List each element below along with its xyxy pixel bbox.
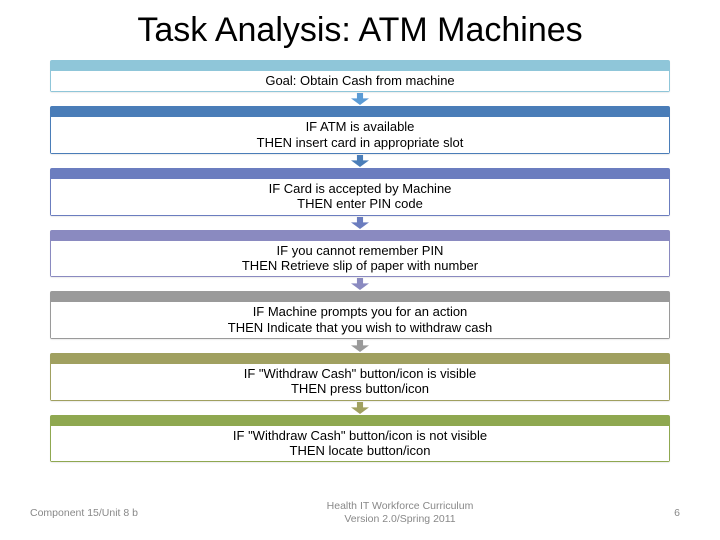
slide-title: Task Analysis: ATM Machines — [0, 0, 720, 56]
down-arrow-icon — [351, 93, 369, 105]
flow-step-bar — [51, 61, 669, 71]
flow-step-if: IF ATM is available — [57, 119, 663, 134]
flow-step-box: IF ATM is availableTHEN insert card in a… — [50, 106, 670, 154]
flow-step-text: IF ATM is availableTHEN insert card in a… — [51, 117, 669, 153]
flow-step-if: IF Machine prompts you for an action — [57, 304, 663, 319]
flow-step-bar — [51, 107, 669, 117]
flow-step-then: THEN Indicate that you wish to withdraw … — [57, 320, 663, 335]
flow-step-then: THEN insert card in appropriate slot — [57, 135, 663, 150]
flow-step-bar — [51, 231, 669, 241]
footer-page-number: 6 — [630, 507, 680, 519]
flow-step-bar — [51, 354, 669, 364]
slide: Task Analysis: ATM Machines Goal: Obtain… — [0, 0, 720, 540]
flow-step-box: IF "Withdraw Cash" button/icon is not vi… — [50, 415, 670, 463]
footer: Component 15/Unit 8 b Health IT Workforc… — [0, 500, 720, 526]
flow-step-box: IF Card is accepted by MachineTHEN enter… — [50, 168, 670, 216]
flow-step-if: IF "Withdraw Cash" button/icon is not vi… — [57, 428, 663, 443]
flow-step: IF "Withdraw Cash" button/icon is not vi… — [50, 415, 670, 463]
footer-center-line2: Version 2.0/Spring 2011 — [170, 513, 630, 526]
flow-step-text: Goal: Obtain Cash from machine — [51, 71, 669, 91]
flow-step-bar — [51, 169, 669, 179]
flow-step-text: IF Machine prompts you for an actionTHEN… — [51, 302, 669, 338]
flow-step-box: Goal: Obtain Cash from machine — [50, 60, 670, 92]
flow-step-then: THEN locate button/icon — [57, 443, 663, 458]
footer-center-line1: Health IT Workforce Curriculum — [170, 500, 630, 513]
flow-step-then: THEN press button/icon — [57, 381, 663, 396]
flow-step-text: IF Card is accepted by MachineTHEN enter… — [51, 179, 669, 215]
flow-step-box: IF Machine prompts you for an actionTHEN… — [50, 291, 670, 339]
flow-step-then: THEN Retrieve slip of paper with number — [57, 258, 663, 273]
flow-step: IF "Withdraw Cash" button/icon is visibl… — [50, 353, 670, 415]
flowchart: Goal: Obtain Cash from machine IF ATM is … — [50, 60, 670, 462]
flow-step: IF ATM is availableTHEN insert card in a… — [50, 106, 670, 168]
down-arrow-icon — [351, 155, 369, 167]
down-arrow-icon — [351, 340, 369, 352]
flow-step-if: IF Card is accepted by Machine — [57, 181, 663, 196]
flow-step-bar — [51, 416, 669, 426]
flow-step: Goal: Obtain Cash from machine — [50, 60, 670, 106]
flow-step-if: Goal: Obtain Cash from machine — [57, 73, 663, 88]
down-arrow-icon — [351, 217, 369, 229]
down-arrow-icon — [351, 402, 369, 414]
footer-left: Component 15/Unit 8 b — [30, 507, 170, 519]
flow-step-text: IF you cannot remember PINTHEN Retrieve … — [51, 241, 669, 277]
flow-step: IF Machine prompts you for an actionTHEN… — [50, 291, 670, 353]
flow-step-if: IF "Withdraw Cash" button/icon is visibl… — [57, 366, 663, 381]
flow-step-box: IF you cannot remember PINTHEN Retrieve … — [50, 230, 670, 278]
flow-step-text: IF "Withdraw Cash" button/icon is not vi… — [51, 426, 669, 462]
flow-step-box: IF "Withdraw Cash" button/icon is visibl… — [50, 353, 670, 401]
flow-step-bar — [51, 292, 669, 302]
flow-step-if: IF you cannot remember PIN — [57, 243, 663, 258]
down-arrow-icon — [351, 278, 369, 290]
flow-step-text: IF "Withdraw Cash" button/icon is visibl… — [51, 364, 669, 400]
flow-step: IF Card is accepted by MachineTHEN enter… — [50, 168, 670, 230]
flow-step: IF you cannot remember PINTHEN Retrieve … — [50, 230, 670, 292]
flow-step-then: THEN enter PIN code — [57, 196, 663, 211]
footer-center: Health IT Workforce Curriculum Version 2… — [170, 500, 630, 526]
